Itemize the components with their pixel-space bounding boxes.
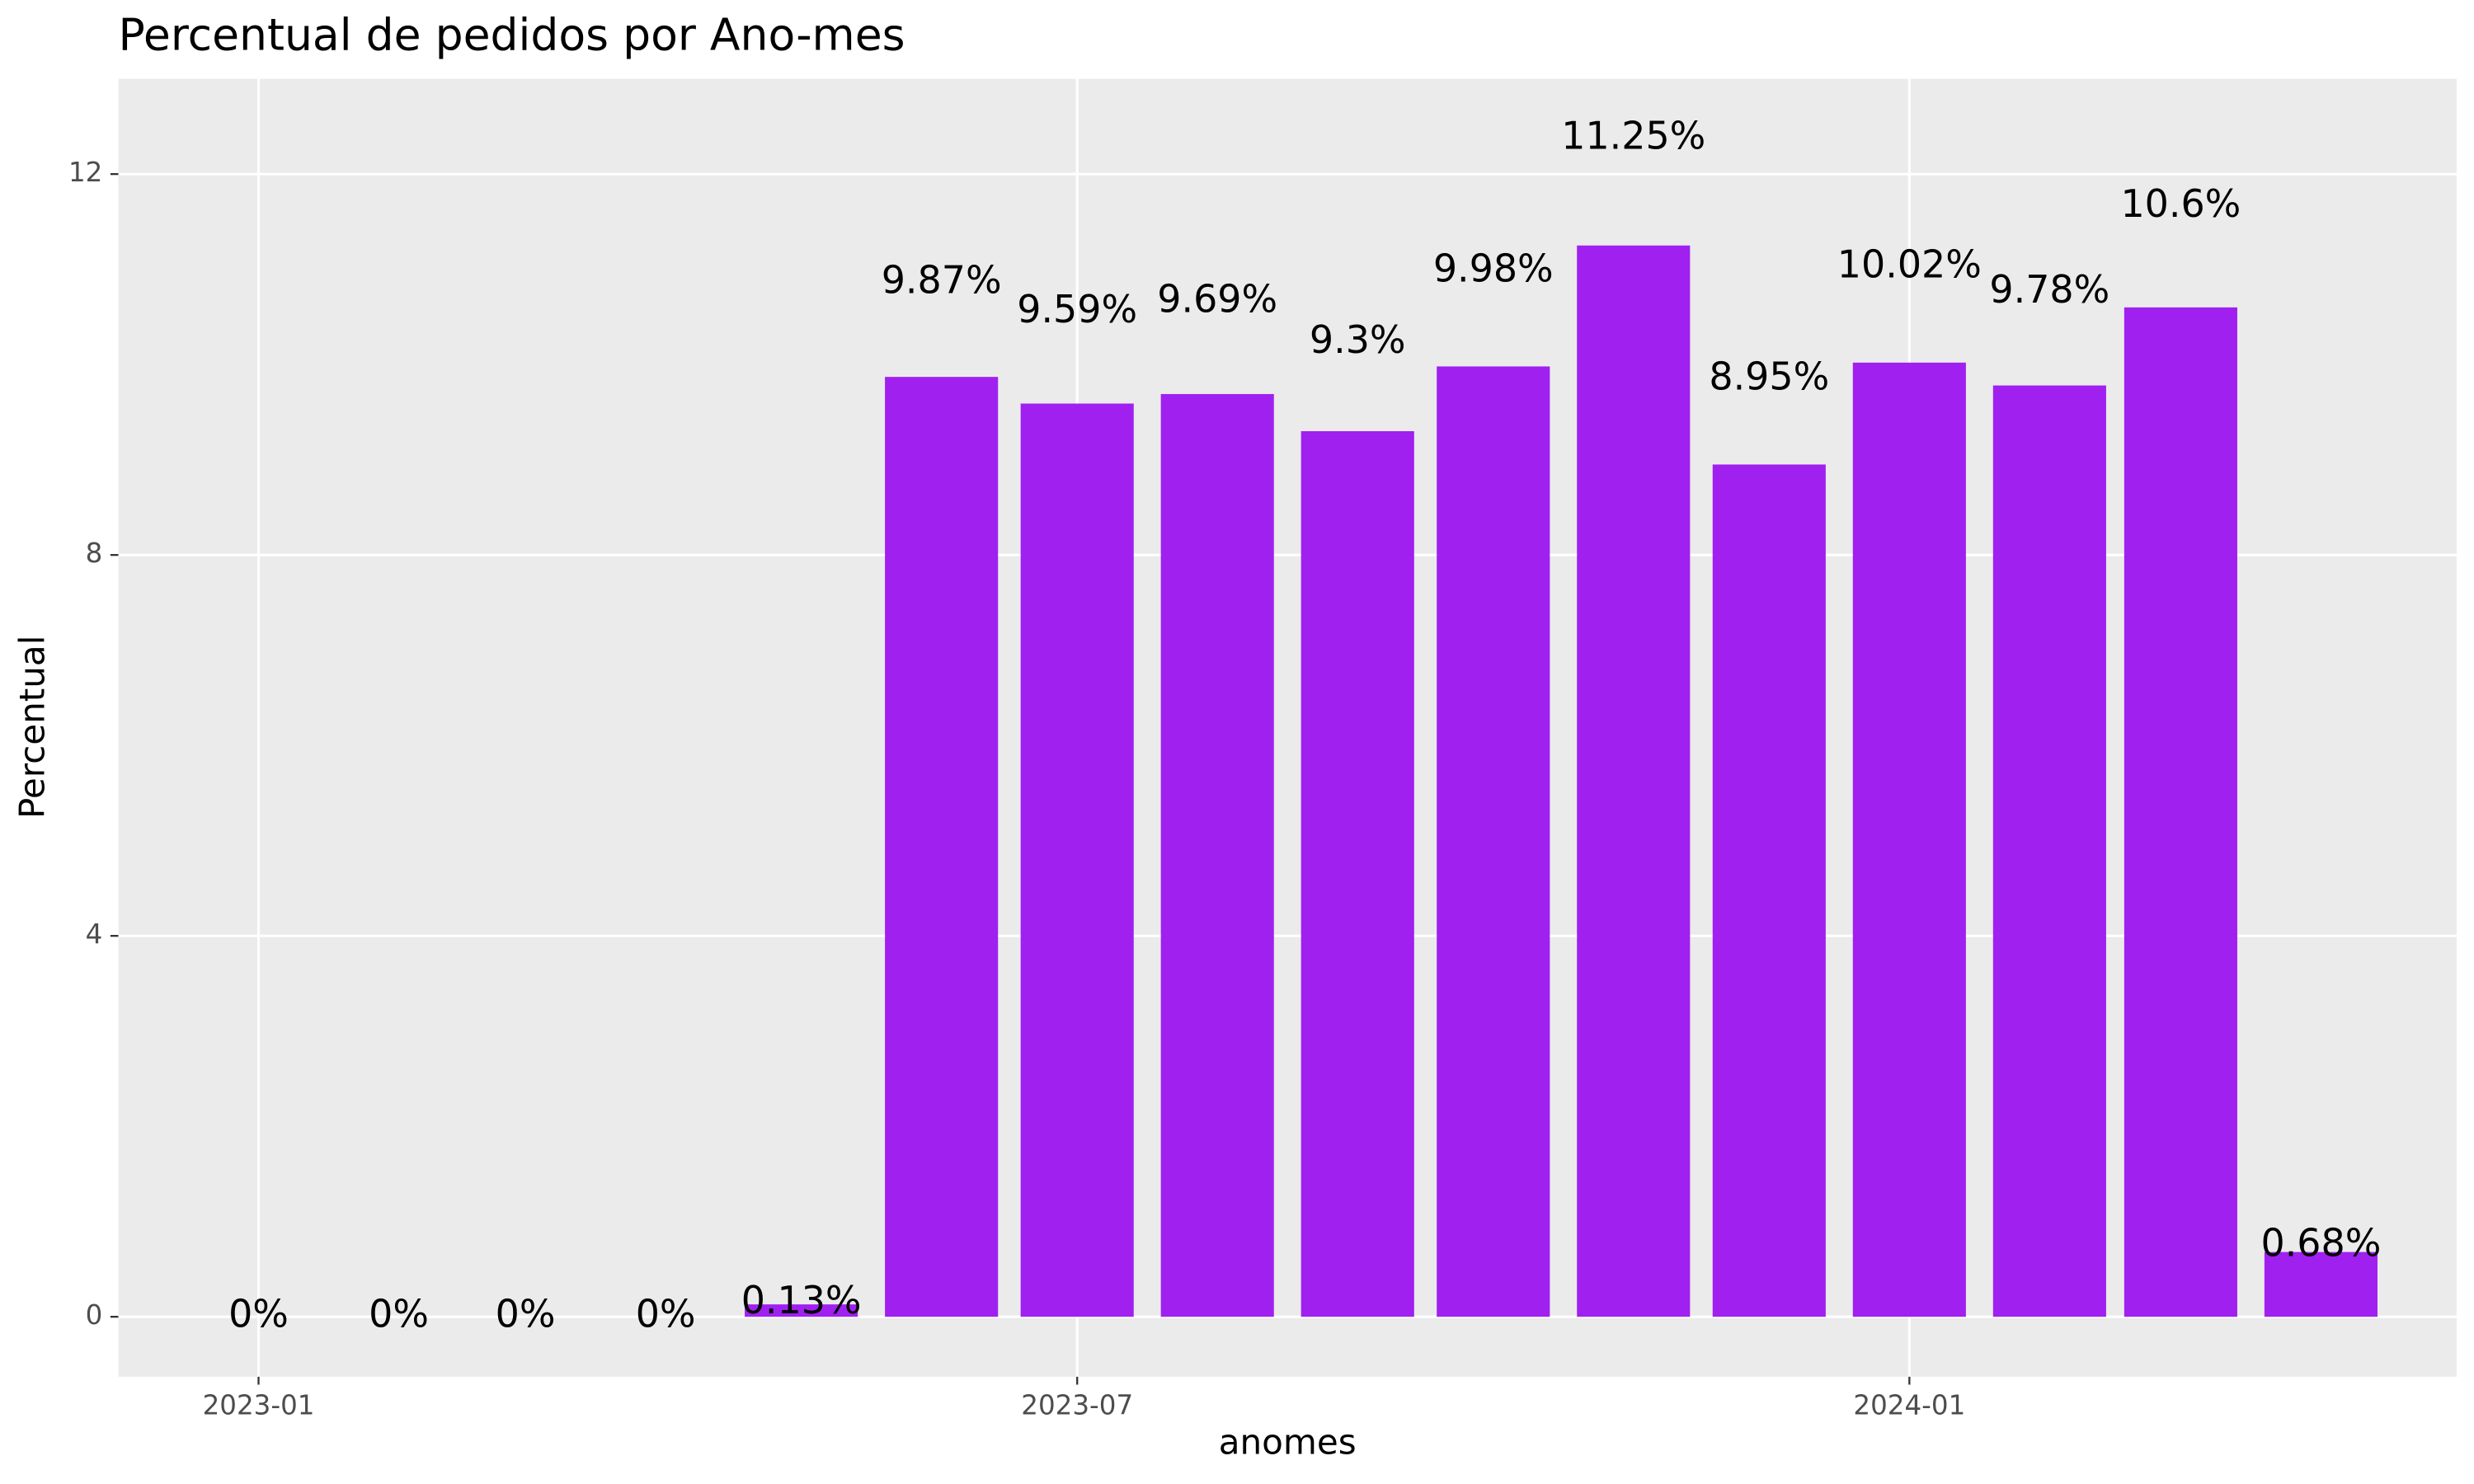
value-label: 9.3% — [1310, 317, 1406, 362]
bar — [2264, 1252, 2378, 1317]
x-tick-label: 2023-07 — [1021, 1389, 1133, 1421]
x-axis-label: anomes — [1219, 1422, 1357, 1463]
value-label: 0% — [496, 1292, 556, 1336]
y-tick-label: 12 — [68, 157, 102, 188]
bar — [1852, 362, 1966, 1317]
value-label: 0% — [369, 1292, 429, 1336]
y-tick-label: 8 — [86, 538, 103, 569]
y-tick-label: 4 — [86, 918, 103, 950]
bar — [1992, 385, 2106, 1317]
bar — [2124, 307, 2237, 1317]
x-tick-label: 2024-01 — [1853, 1389, 1965, 1421]
value-label: 9.78% — [1989, 267, 2109, 312]
value-label: 0% — [228, 1292, 289, 1336]
value-label: 10.6% — [2120, 181, 2241, 226]
bar — [1160, 393, 1274, 1317]
bar — [885, 377, 999, 1317]
value-label: 10.02% — [1837, 242, 1982, 287]
bar — [1577, 245, 1691, 1317]
value-label: 9.98% — [1433, 247, 1554, 291]
value-label: 0.13% — [741, 1278, 862, 1322]
bar — [745, 1304, 858, 1317]
value-label: 11.25% — [1561, 113, 1705, 157]
value-label: 9.87% — [882, 258, 1002, 303]
x-tick-label: 2023-01 — [203, 1389, 315, 1421]
bar — [1712, 464, 1826, 1317]
chart-title: Percentual de pedidos por Ano-mes — [118, 9, 905, 61]
bar — [1020, 403, 1134, 1317]
bar — [1300, 430, 1414, 1317]
value-label: 0.68% — [2260, 1220, 2381, 1265]
value-label: 8.95% — [1709, 355, 1829, 399]
value-label: 9.69% — [1157, 277, 1277, 322]
value-label: 9.59% — [1017, 287, 1137, 331]
y-axis-label: Percentual — [12, 636, 53, 819]
value-label: 0% — [636, 1292, 696, 1336]
y-tick-label: 0 — [86, 1299, 103, 1331]
bar — [1437, 366, 1550, 1317]
